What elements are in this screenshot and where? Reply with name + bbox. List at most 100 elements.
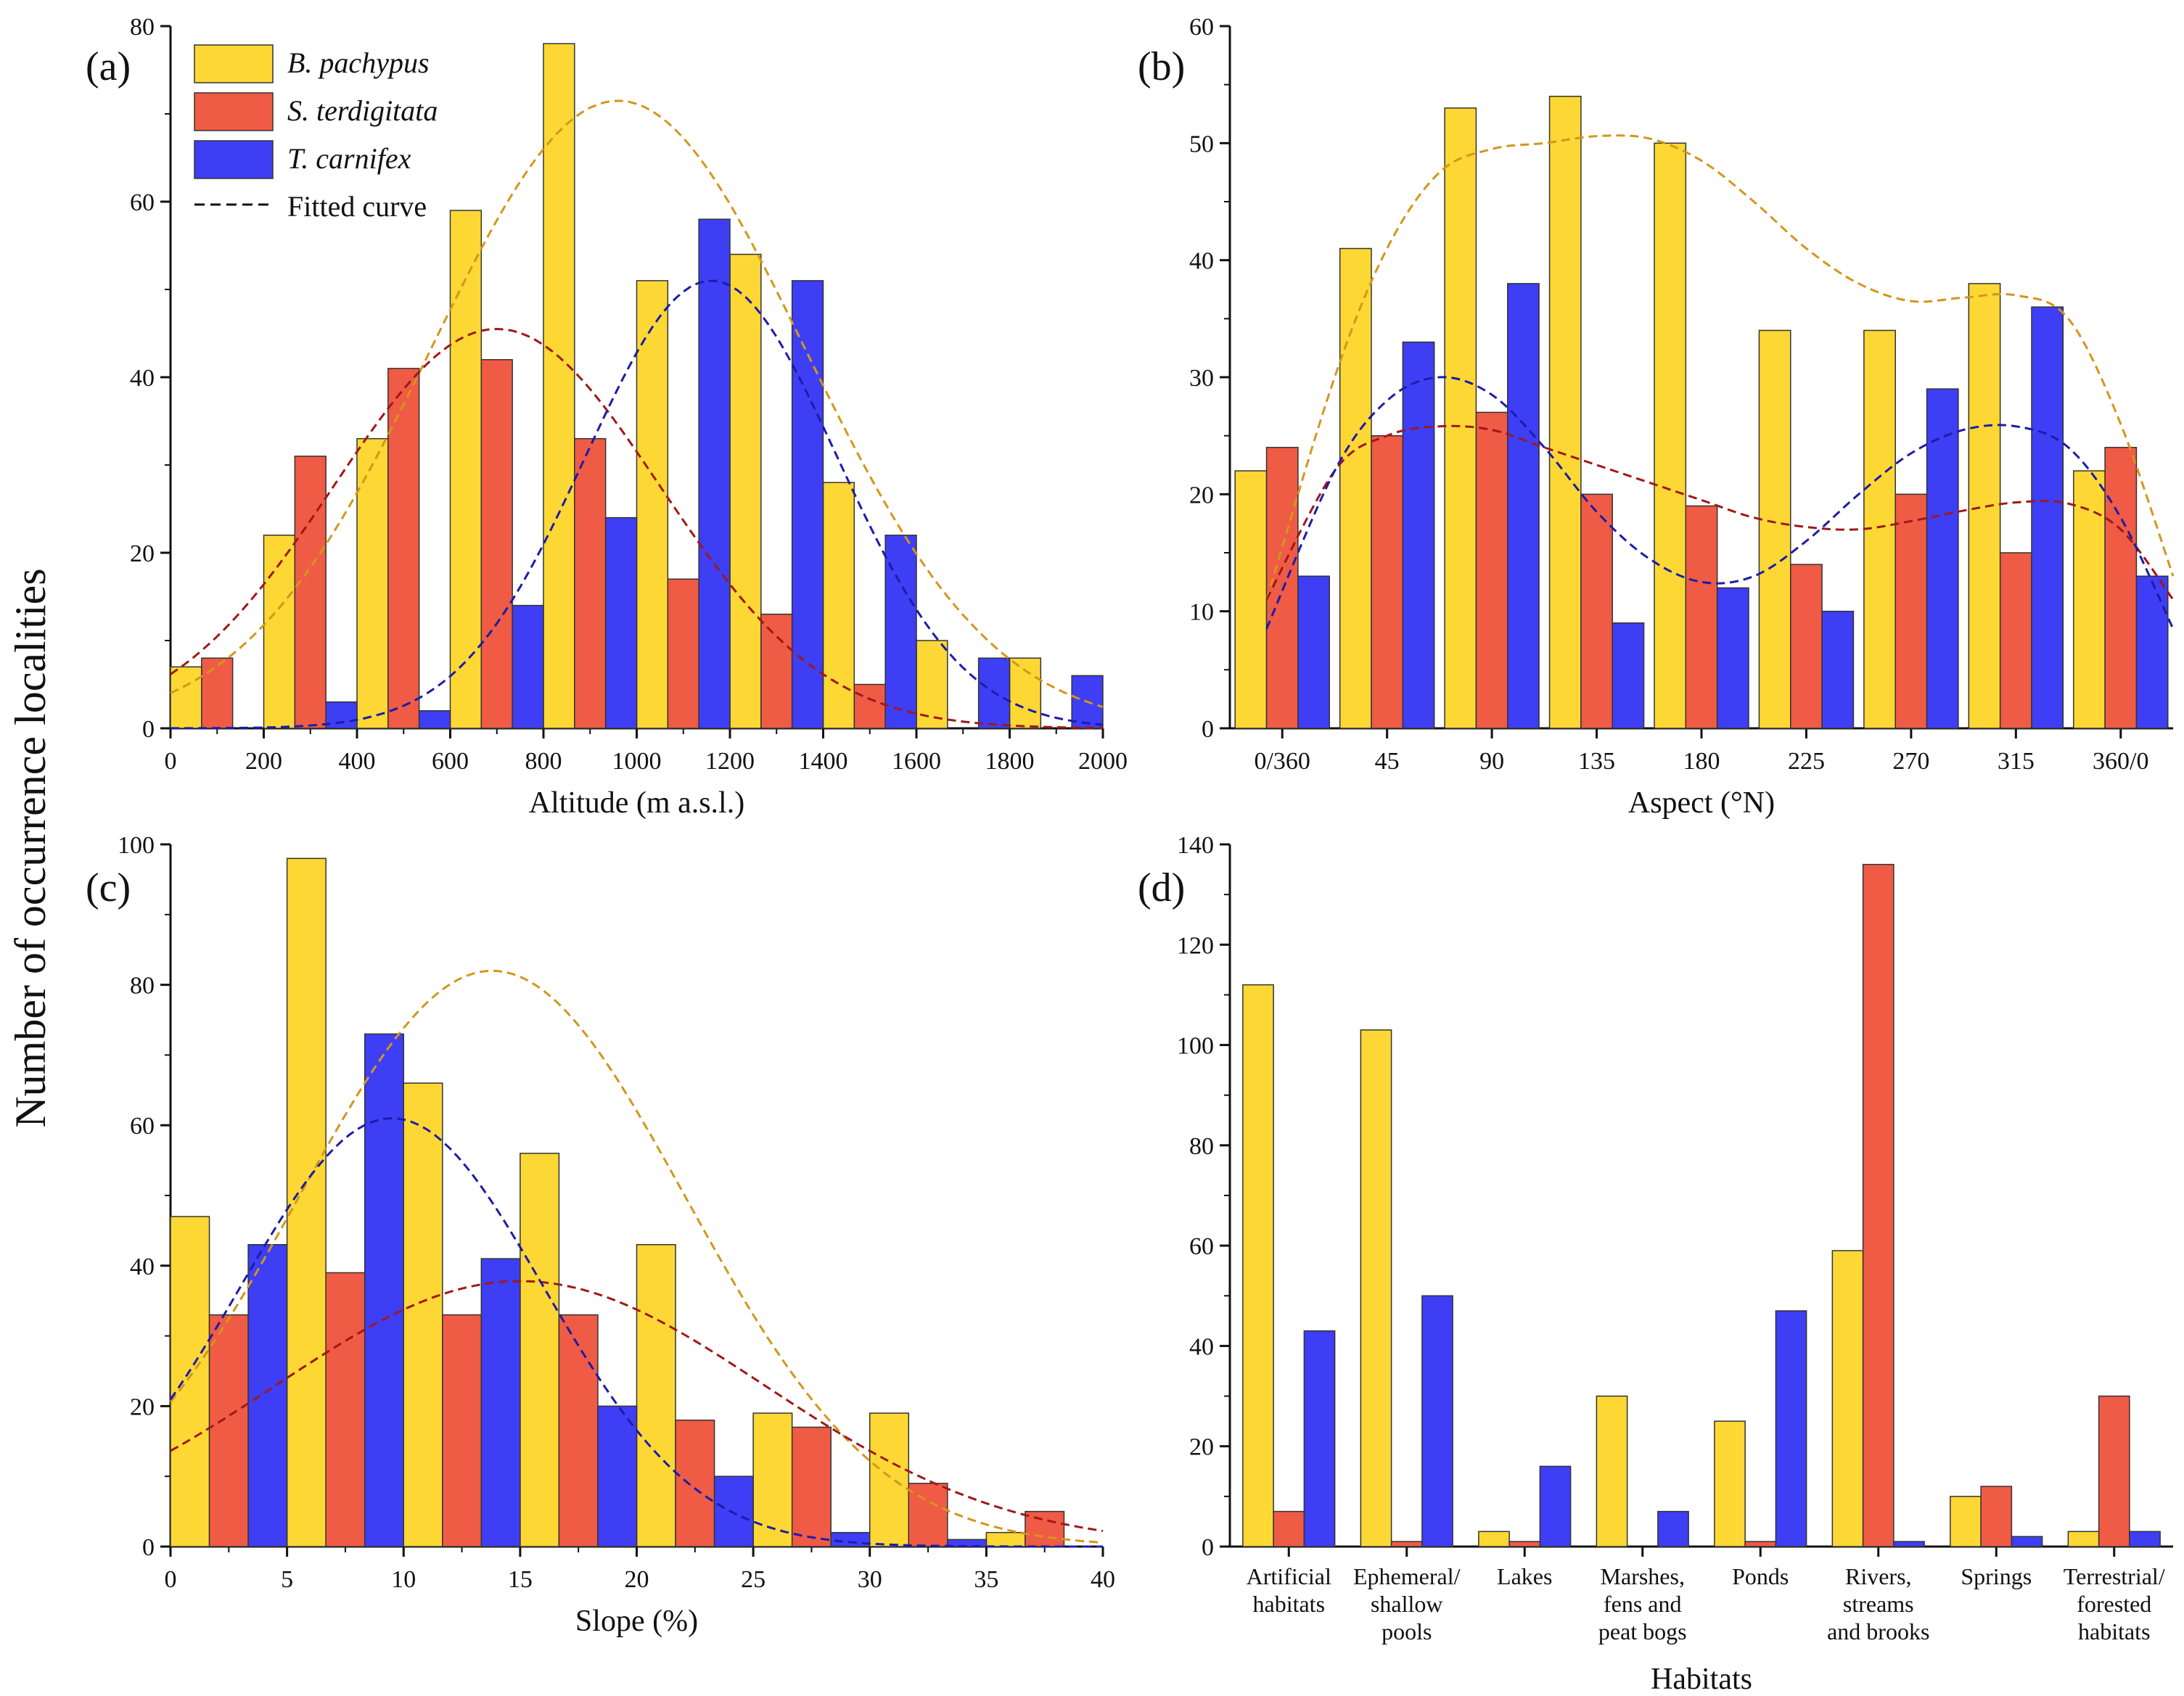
y-tick-label: 60: [130, 189, 155, 216]
panel-label: (c): [86, 865, 131, 910]
panel-c-slope-chart: 0 20 40 60 80 100 0 5 10 15 20 25 30 35 40 Slope (%) (c): [86, 832, 1115, 1638]
x-axis-title: Slope (%): [575, 1605, 698, 1638]
bar-sterdigitata-3: [558, 1314, 599, 1547]
bar-bpachypus-1: [1360, 1029, 1392, 1547]
x-category-label: streams: [1843, 1591, 1914, 1617]
bar-bpachypus-5: [1831, 1250, 1864, 1547]
x-tick-label: 1000: [612, 748, 662, 775]
x-tick-label: 40: [1091, 1566, 1115, 1593]
y-tick-label: 0: [1202, 1534, 1214, 1561]
bar-bpachypus-2: [403, 1082, 443, 1547]
fitted-curve-bpachypus: [1265, 134, 2175, 600]
y-tick-label: 0: [1202, 716, 1214, 743]
y-tick-label: 60: [1189, 14, 1214, 41]
bar-sterdigitata-1: [1390, 1541, 1423, 1547]
x-category-label: 90: [1479, 748, 1504, 775]
y-tick-label: 100: [1177, 1033, 1214, 1060]
bar-sterdigitata-0: [1273, 1510, 1305, 1547]
bar-sterdigitata-7: [853, 683, 886, 729]
x-tick-label: 2000: [1078, 748, 1128, 775]
bar-tcarnifex-1: [364, 1033, 405, 1547]
x-axis-title: Habitats: [1651, 1663, 1752, 1696]
bar-bpachypus-9: [1009, 657, 1042, 729]
bar-tcarnifex-3: [512, 604, 544, 729]
x-tick-label: 1800: [985, 748, 1035, 775]
x-category-label: peat bogs: [1598, 1618, 1687, 1644]
bar-tcarnifex-4: [604, 516, 638, 729]
bar-tcarnifex-4: [713, 1475, 754, 1547]
bar-tcarnifex-5: [698, 218, 731, 729]
x-category-label: pools: [1382, 1618, 1432, 1644]
bar-bpachypus-1: [263, 535, 296, 729]
bar-bpachypus-3: [1548, 96, 1582, 729]
x-category-label: 270: [1892, 748, 1929, 775]
x-category-label: Ephemeral/: [1353, 1563, 1461, 1589]
x-tick-label: 600: [432, 748, 469, 775]
bar-sterdigitata-0: [1265, 447, 1299, 729]
x-tick-label: 20: [625, 1566, 649, 1593]
y-tick-label: 40: [1189, 248, 1214, 275]
bar-bpachypus-4: [1714, 1420, 1746, 1547]
y-tick-label: 80: [1189, 1133, 1214, 1160]
bar-bpachypus-0: [170, 666, 202, 729]
bar-tcarnifex-2: [418, 710, 451, 729]
bar-tcarnifex-2: [480, 1258, 521, 1547]
y-tick-label: 60: [130, 1113, 155, 1140]
bar-bpachypus-3: [1596, 1395, 1628, 1547]
y-tick-label: 20: [130, 540, 155, 567]
bar-bpachypus-7: [1968, 283, 2001, 729]
y-tick-label: 80: [130, 973, 155, 1000]
bar-bpachypus-0: [170, 1216, 210, 1547]
bar-bpachypus-2: [1478, 1531, 1510, 1547]
bar-sterdigitata-7: [1999, 552, 2032, 729]
bar-bpachypus-7: [2067, 1531, 2100, 1547]
bar-sterdigitata-0: [208, 1314, 249, 1547]
y-tick-label: 40: [130, 365, 155, 392]
x-axis-title: Aspect (°N): [1628, 786, 1775, 820]
x-tick-label: 400: [339, 748, 376, 775]
fitted-curve-sterdigitata: [170, 327, 1104, 729]
bar-sterdigitata-0: [201, 657, 234, 729]
bar-sterdigitata-3: [480, 359, 513, 729]
x-tick-label: 1600: [892, 748, 941, 775]
legend-swatch-sterdigitata: [194, 92, 274, 131]
x-category-label: forested: [2077, 1591, 2151, 1617]
legend-swatch-bpachypus: [194, 44, 274, 83]
y-tick-label: 0: [142, 1534, 155, 1561]
y-tick-label: 0: [142, 716, 155, 743]
fitted-curve-tcarnifex: [169, 1117, 1103, 1548]
x-tick-label: 800: [525, 748, 562, 775]
x-category-label: 315: [1998, 748, 2035, 775]
bar-bpachypus-3: [449, 210, 483, 729]
bar-bpachypus-4: [636, 1244, 676, 1547]
fitted-curve-tcarnifex: [171, 279, 1104, 730]
x-category-label: and brooks: [1827, 1618, 1929, 1644]
x-tick-label: 0: [165, 748, 177, 775]
bar-bpachypus-6: [1950, 1496, 1982, 1547]
bar-sterdigitata-1: [294, 456, 327, 729]
y-tick-label: 80: [130, 14, 155, 41]
bar-tcarnifex-7: [2031, 306, 2064, 729]
fitted-curve-bpachypus: [169, 969, 1104, 1544]
bar-tcarnifex-5: [1821, 610, 1855, 729]
x-category-label: Springs: [1961, 1563, 2032, 1589]
bar-tcarnifex-0: [1303, 1330, 1336, 1547]
bar-sterdigitata-6: [1980, 1486, 2013, 1547]
bar-bpachypus-6: [869, 1412, 910, 1547]
bar-bpachypus-4: [543, 43, 575, 729]
bar-tcarnifex-3: [1657, 1510, 1689, 1547]
bar-sterdigitata-4: [1744, 1541, 1777, 1547]
bar-sterdigitata-6: [1894, 493, 1928, 729]
bar-sterdigitata-4: [574, 437, 607, 729]
legend-label: B. pachypus: [287, 46, 430, 79]
bar-tcarnifex-6: [2011, 1536, 2043, 1547]
bar-sterdigitata-2: [442, 1314, 483, 1547]
bar-sterdigitata-2: [1475, 411, 1508, 729]
panel-label: (d): [1138, 865, 1185, 910]
x-tick-label: 0: [165, 1566, 177, 1593]
global-y-axis-title: Number of occurrence localities: [7, 568, 54, 1127]
x-category-label: fens and: [1604, 1591, 1682, 1617]
x-tick-label: 30: [858, 1566, 882, 1593]
bar-tcarnifex-1: [1402, 341, 1435, 729]
